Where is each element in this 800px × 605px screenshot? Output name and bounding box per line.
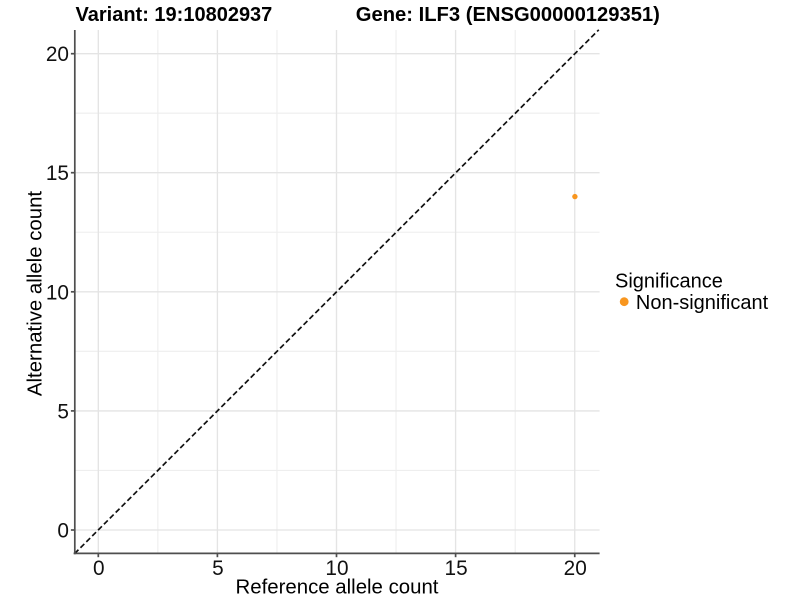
- svg-text:Gene: ILF3 (ENSG00000129351): Gene: ILF3 (ENSG00000129351): [356, 4, 660, 26]
- svg-text:Alternative allele count: Alternative allele count: [25, 191, 47, 396]
- svg-text:15: 15: [445, 557, 468, 580]
- svg-text:15: 15: [46, 162, 69, 185]
- svg-text:10: 10: [46, 281, 69, 304]
- svg-text:5: 5: [57, 400, 69, 423]
- svg-text:Significance: Significance: [615, 271, 723, 293]
- svg-text:10: 10: [325, 557, 348, 580]
- svg-text:0: 0: [93, 557, 105, 580]
- svg-text:0: 0: [57, 520, 69, 543]
- svg-text:Non-significant: Non-significant: [636, 292, 769, 314]
- svg-text:20: 20: [564, 557, 587, 580]
- svg-text:Reference allele count: Reference allele count: [236, 577, 439, 599]
- svg-text:20: 20: [46, 43, 69, 66]
- svg-text:Variant: 19:10802937: Variant: 19:10802937: [76, 4, 273, 26]
- svg-text:5: 5: [212, 557, 224, 580]
